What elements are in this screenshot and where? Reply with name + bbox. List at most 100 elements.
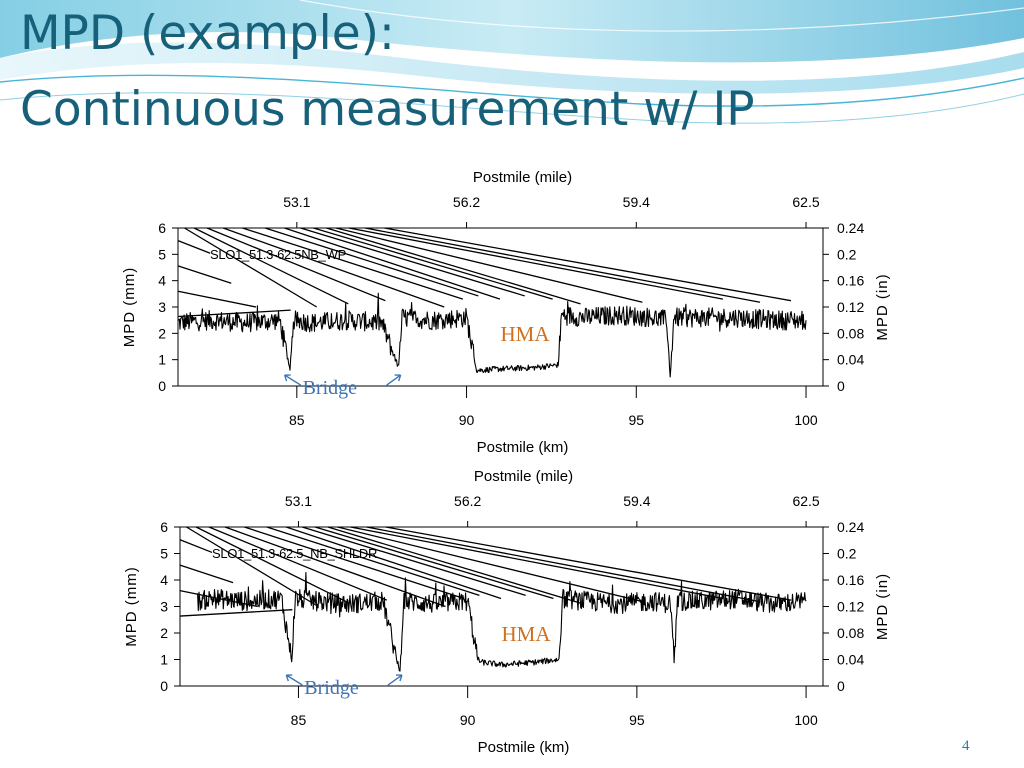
reference-line <box>385 526 792 601</box>
annotation-bridge: Bridge <box>303 377 358 399</box>
y-right-tick-label: 0.16 <box>837 273 864 289</box>
x-tick-label: 95 <box>629 412 645 428</box>
y-left-tick-label: 5 <box>158 246 166 262</box>
top-tick-label: 62.5 <box>792 194 819 210</box>
reference-line <box>222 227 445 308</box>
y-left-axis-title: MPD (mm) <box>121 267 138 347</box>
reference-line <box>326 227 581 305</box>
top-tick-label: 62.5 <box>792 493 819 509</box>
y-right-tick-label: 0.08 <box>837 325 864 341</box>
reference-line <box>285 526 502 600</box>
reference-line <box>179 564 234 584</box>
x-tick-label: 90 <box>460 712 476 728</box>
top-tick-label: 56.2 <box>454 493 481 509</box>
x-tick-label: 90 <box>459 412 475 428</box>
top-tick-label: 59.4 <box>623 493 650 509</box>
reference-line <box>348 227 724 300</box>
reference-line <box>186 526 319 608</box>
annotation-hma: HMA <box>501 322 551 346</box>
y-left-tick-label: 6 <box>158 220 166 236</box>
annotation-bridge: Bridge <box>304 677 359 699</box>
slide-number: 4 <box>962 738 970 754</box>
reference-line <box>177 290 257 308</box>
y-right-tick-label: 0.24 <box>837 220 864 236</box>
reference-line <box>384 227 792 302</box>
reference-line <box>244 526 465 600</box>
reference-line <box>193 227 349 305</box>
y-right-tick-label: 0.24 <box>837 519 864 535</box>
y-left-tick-label: 4 <box>158 273 166 289</box>
reference-line <box>335 227 643 303</box>
reference-line <box>337 526 644 603</box>
y-left-tick-label: 4 <box>160 572 168 588</box>
reference-line <box>179 539 213 554</box>
reference-line <box>208 526 388 601</box>
series-line-mpd <box>196 572 807 672</box>
y-left-tick-label: 1 <box>158 352 166 368</box>
y-left-tick-label: 5 <box>160 546 168 562</box>
reference-line <box>313 227 553 300</box>
y-left-tick-label: 3 <box>160 599 168 615</box>
slide-title-line-1: MPD (example): <box>20 6 395 61</box>
y-left-tick-label: 2 <box>160 625 168 641</box>
y-left-tick-label: 6 <box>160 519 168 535</box>
reference-line <box>179 609 293 617</box>
x-tick-label: 95 <box>629 712 645 728</box>
top-axis-title: Postmile (mile) <box>474 468 573 485</box>
x-axis-title: Postmile (km) <box>477 439 569 456</box>
reference-line <box>284 227 501 300</box>
reference-line-overlay <box>177 227 792 318</box>
y-left-axis-title: MPD (mm) <box>123 566 140 646</box>
bridge-arrow-right <box>387 674 403 686</box>
reference-line <box>242 227 464 300</box>
reference-line <box>195 526 351 604</box>
reference-line <box>301 526 526 596</box>
x-tick-label: 85 <box>291 712 307 728</box>
reference-line <box>314 526 554 600</box>
top-tick-label: 53.1 <box>285 493 312 509</box>
y-left-tick-label: 3 <box>158 299 166 315</box>
reference-line <box>177 240 211 254</box>
slide-title-line-2: Continuous measurement w/ IP <box>20 82 755 137</box>
y-right-tick-label: 0.08 <box>837 625 864 641</box>
x-axis-title: Postmile (km) <box>478 739 570 756</box>
y-right-tick-label: 0.16 <box>837 572 864 588</box>
y-left-tick-label: 2 <box>158 325 166 341</box>
reference-line <box>327 526 582 604</box>
top-tick-label: 53.1 <box>283 194 310 210</box>
top-axis-title: Postmile (mile) <box>473 169 572 186</box>
y-right-tick-label: 0.2 <box>837 546 857 562</box>
chart-panel-2: Postmile (mile)53.1 56.2 59.4 62.585 90 95 100… <box>123 468 891 756</box>
bridge-arrow-right <box>386 374 402 386</box>
reference-line <box>300 227 525 297</box>
reference-line <box>224 526 446 608</box>
y-left-tick-label: 0 <box>158 378 166 394</box>
y-right-tick-label: 0 <box>837 378 845 394</box>
y-right-tick-label: 0 <box>837 678 845 694</box>
reference-line <box>366 526 761 603</box>
dataset-label: SLO1_51.3-62.5_NB_SHLDR <box>212 546 377 561</box>
reference-line <box>206 227 386 302</box>
series-line-mpd <box>177 292 807 378</box>
annotation-hma: HMA <box>502 622 552 646</box>
x-tick-label: 100 <box>794 412 818 428</box>
y-left-tick-label: 0 <box>160 678 168 694</box>
bridge-arrow-left <box>285 674 303 686</box>
y-left-tick-label: 1 <box>160 652 168 668</box>
chart-panel-1: Postmile (mile)53.1 56.2 59.4 62.585 90 95 100… <box>121 169 891 456</box>
top-tick-label: 59.4 <box>623 194 650 210</box>
bridge-arrow-left <box>283 374 302 386</box>
x-tick-label: 85 <box>289 412 305 428</box>
reference-line <box>364 227 761 303</box>
y-right-tick-label: 0.04 <box>837 652 864 668</box>
reference-line <box>177 309 291 318</box>
reference-line <box>177 265 232 284</box>
y-right-tick-label: 0.12 <box>837 299 864 315</box>
y-right-tick-label: 0.12 <box>837 599 864 615</box>
header-wave-decoration <box>0 0 1024 124</box>
reference-line <box>264 227 479 297</box>
y-right-tick-label: 0.2 <box>837 246 857 262</box>
reference-line <box>266 526 480 596</box>
x-tick-label: 100 <box>794 712 818 728</box>
